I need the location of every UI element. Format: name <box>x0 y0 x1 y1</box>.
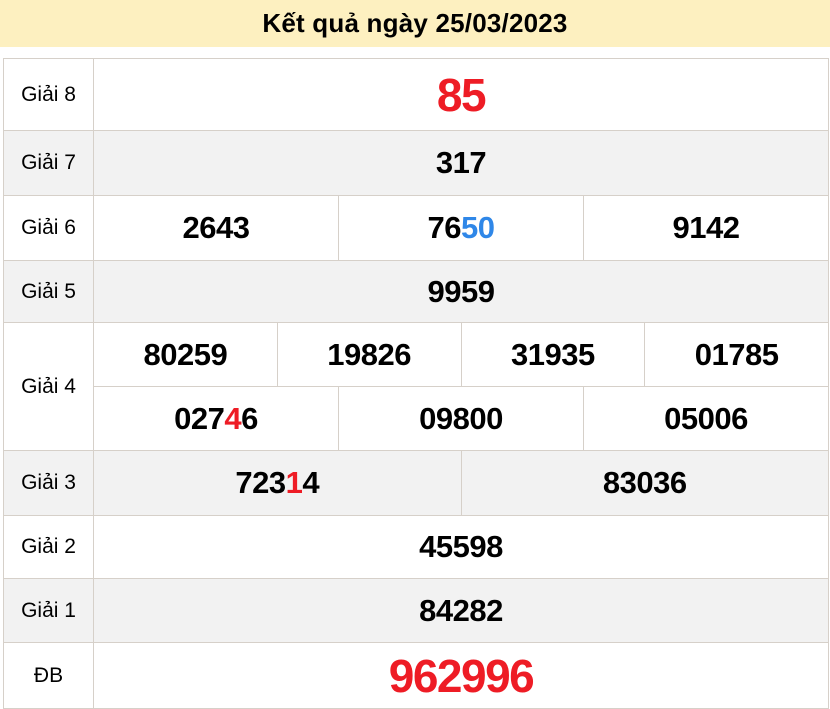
prize-number-3-1-post-part: 4 <box>302 465 320 500</box>
prize-label-7: Giải 7 <box>3 130 94 196</box>
prize-number-4-5-post-part: 6 <box>241 400 258 436</box>
prize-row-5: Giải 5 9959 <box>3 260 829 323</box>
prize-number-4-5-red-part: 4 <box>224 400 242 436</box>
prize-label-6: Giải 6 <box>3 195 94 261</box>
prize-number-6-3: 9142 <box>583 195 829 261</box>
prize-number-6-2: 7650 <box>338 195 584 261</box>
prize-row-2: Giải 2 45598 <box>3 515 829 579</box>
prize-row-1: Giải 1 84282 <box>3 578 829 643</box>
prize-number-6-2-blue-part: 50 <box>461 210 495 245</box>
prize-number-3-1: 72314 <box>93 450 462 516</box>
prize-number-6-2-black-part: 76 <box>427 210 462 245</box>
prize-row-8: Giải 8 85 <box>3 58 829 131</box>
prize-number-2: 45598 <box>93 515 829 579</box>
prize-number-4-4: 01785 <box>644 322 829 387</box>
prize-number-6-1: 2643 <box>93 195 339 261</box>
prize-number-3-1-pre-part: 723 <box>235 465 286 500</box>
prize-row-7: Giải 7 317 <box>3 130 829 196</box>
prize-row-special: ĐB 962996 <box>3 642 829 709</box>
prize-number-4-1: 80259 <box>93 322 278 387</box>
prize-row-3: Giải 3 72314 83036 <box>3 450 829 516</box>
prize-number-1: 84282 <box>93 578 829 643</box>
prize-label-1: Giải 1 <box>3 578 94 643</box>
prize-row-4-line-2: 02746 09800 05006 <box>4 386 829 451</box>
prize-number-4-6: 09800 <box>338 386 584 451</box>
prize-label-8: Giải 8 <box>3 58 94 131</box>
prize-number-4-5-pre-part: 027 <box>174 400 225 436</box>
prize-number-8: 85 <box>93 58 829 131</box>
results-date-title: Kết quả ngày 25/03/2023 <box>262 8 568 38</box>
prize-label-2: Giải 2 <box>3 515 94 579</box>
prize-number-4-5: 02746 <box>93 386 339 451</box>
prize-label-special: ĐB <box>3 642 94 709</box>
prize-number-special: 962996 <box>93 642 829 709</box>
results-header-bar: Kết quả ngày 25/03/2023 <box>0 0 830 47</box>
prize-number-4-2: 19826 <box>276 322 462 387</box>
prize-row-4-line-1: Giải 4 80259 19826 31935 01785 <box>3 322 829 451</box>
prize-row-6: Giải 6 2643 7650 9142 <box>3 195 829 261</box>
prize-label-3: Giải 3 <box>3 450 94 516</box>
results-table: Giải 8 85 Giải 7 317 Giải 6 2643 7650 91… <box>3 58 829 709</box>
prize-label-4: Giải 4 <box>3 322 94 451</box>
prize-label-5: Giải 5 <box>3 260 94 323</box>
prize-number-4-7: 05006 <box>583 386 829 451</box>
prize-number-3-2: 83036 <box>460 450 829 516</box>
prize-number-4-3: 31935 <box>460 322 646 387</box>
prize-number-3-1-red-part: 1 <box>285 465 303 500</box>
prize-number-5: 9959 <box>93 260 829 323</box>
prize-number-7: 317 <box>93 130 829 196</box>
